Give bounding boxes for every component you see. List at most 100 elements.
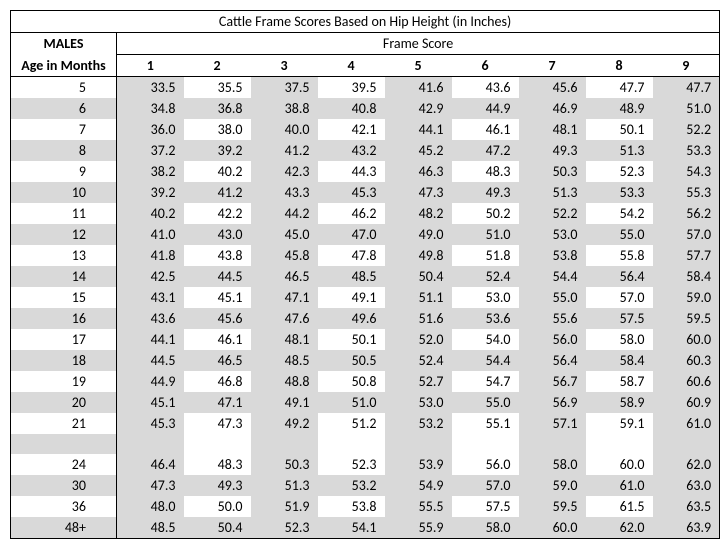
data-cell: 45.3 <box>117 413 184 434</box>
data-cell: 49.8 <box>385 245 452 266</box>
data-cell: 47.8 <box>318 245 385 266</box>
data-cell: 54.9 <box>385 475 452 496</box>
age-cell: 14 <box>11 266 117 287</box>
data-cell: 43.3 <box>251 182 318 203</box>
age-cell: 5 <box>11 77 117 99</box>
table-row: 533.535.537.539.541.643.645.647.747.7 <box>11 77 720 99</box>
data-cell: 38.0 <box>184 119 251 140</box>
age-cell: 48+ <box>11 517 117 539</box>
table-row <box>11 434 720 454</box>
data-cell: 50.2 <box>452 203 519 224</box>
data-cell: 53.8 <box>318 496 385 517</box>
data-cell: 53.8 <box>519 245 586 266</box>
data-cell: 46.8 <box>184 371 251 392</box>
frame-score-col-1: 1 <box>117 55 184 77</box>
frame-score-col-3: 3 <box>251 55 318 77</box>
data-cell: 51.9 <box>251 496 318 517</box>
data-cell: 51.3 <box>586 140 653 161</box>
data-cell: 46.5 <box>251 266 318 287</box>
age-cell: 11 <box>11 203 117 224</box>
data-cell: 47.1 <box>251 287 318 308</box>
data-cell: 50.0 <box>184 496 251 517</box>
data-cell: 52.4 <box>452 266 519 287</box>
data-cell: 44.9 <box>452 98 519 119</box>
data-cell: 53.0 <box>452 287 519 308</box>
data-cell: 48.8 <box>251 371 318 392</box>
data-cell <box>519 434 586 454</box>
data-cell: 48.1 <box>519 119 586 140</box>
data-cell: 46.4 <box>117 454 184 475</box>
data-cell: 48.5 <box>251 350 318 371</box>
data-cell: 44.9 <box>117 371 184 392</box>
data-cell: 50.3 <box>519 161 586 182</box>
data-cell: 63.0 <box>653 475 720 496</box>
data-cell: 43.1 <box>117 287 184 308</box>
age-cell: 12 <box>11 224 117 245</box>
data-cell: 47.3 <box>385 182 452 203</box>
data-cell: 48.2 <box>385 203 452 224</box>
data-cell: 37.2 <box>117 140 184 161</box>
frame-score-header: Frame Score <box>117 33 720 55</box>
data-cell: 57.7 <box>653 245 720 266</box>
data-cell: 52.3 <box>318 454 385 475</box>
data-cell: 41.6 <box>385 77 452 99</box>
data-cell: 51.1 <box>385 287 452 308</box>
table-row: 1643.645.647.649.651.653.655.657.559.5 <box>11 308 720 329</box>
data-cell: 57.0 <box>452 475 519 496</box>
data-cell: 56.9 <box>519 392 586 413</box>
data-cell: 58.0 <box>452 517 519 539</box>
data-cell: 57.5 <box>586 308 653 329</box>
data-cell: 48.3 <box>452 161 519 182</box>
data-cell: 58.4 <box>653 266 720 287</box>
data-cell: 49.1 <box>318 287 385 308</box>
age-cell: 9 <box>11 161 117 182</box>
data-cell: 58.7 <box>586 371 653 392</box>
age-cell: 20 <box>11 392 117 413</box>
data-cell: 52.2 <box>653 119 720 140</box>
table-row: 2045.147.149.151.053.055.056.958.960.9 <box>11 392 720 413</box>
frame-score-col-2: 2 <box>184 55 251 77</box>
data-cell: 58.4 <box>586 350 653 371</box>
data-cell: 47.3 <box>184 413 251 434</box>
data-cell: 40.0 <box>251 119 318 140</box>
data-cell <box>586 434 653 454</box>
table-row: 634.836.838.840.842.944.946.948.951.0 <box>11 98 720 119</box>
data-cell: 61.5 <box>586 496 653 517</box>
males-header: MALES <box>11 33 117 55</box>
age-cell: 36 <box>11 496 117 517</box>
data-cell: 47.0 <box>318 224 385 245</box>
data-cell: 48.5 <box>117 517 184 539</box>
frame-score-col-7: 7 <box>519 55 586 77</box>
table-body: 533.535.537.539.541.643.645.647.747.7634… <box>11 77 720 539</box>
data-cell: 36.8 <box>184 98 251 119</box>
table-row: 3648.050.051.953.855.557.559.561.563.5 <box>11 496 720 517</box>
data-cell: 45.0 <box>251 224 318 245</box>
data-cell: 46.5 <box>184 350 251 371</box>
data-cell: 52.3 <box>251 517 318 539</box>
data-cell: 43.6 <box>117 308 184 329</box>
data-cell: 48.1 <box>251 329 318 350</box>
table-row: 2446.448.350.352.353.956.058.060.062.0 <box>11 454 720 475</box>
data-cell: 50.4 <box>184 517 251 539</box>
frame-score-col-4: 4 <box>318 55 385 77</box>
data-cell: 55.9 <box>385 517 452 539</box>
data-cell: 47.7 <box>653 77 720 99</box>
data-cell: 57.0 <box>586 287 653 308</box>
data-cell: 56.2 <box>653 203 720 224</box>
data-cell: 51.0 <box>318 392 385 413</box>
column-header-row: Age in Months 123456789 <box>11 55 720 77</box>
data-cell: 55.0 <box>452 392 519 413</box>
data-cell: 51.6 <box>385 308 452 329</box>
data-cell: 44.3 <box>318 161 385 182</box>
data-cell: 43.8 <box>184 245 251 266</box>
data-cell: 50.3 <box>251 454 318 475</box>
data-cell: 43.2 <box>318 140 385 161</box>
data-cell: 60.9 <box>653 392 720 413</box>
data-cell: 39.5 <box>318 77 385 99</box>
age-cell: 30 <box>11 475 117 496</box>
data-cell: 46.9 <box>519 98 586 119</box>
age-cell: 21 <box>11 413 117 434</box>
data-cell: 45.1 <box>117 392 184 413</box>
data-cell: 37.5 <box>251 77 318 99</box>
age-cell: 15 <box>11 287 117 308</box>
